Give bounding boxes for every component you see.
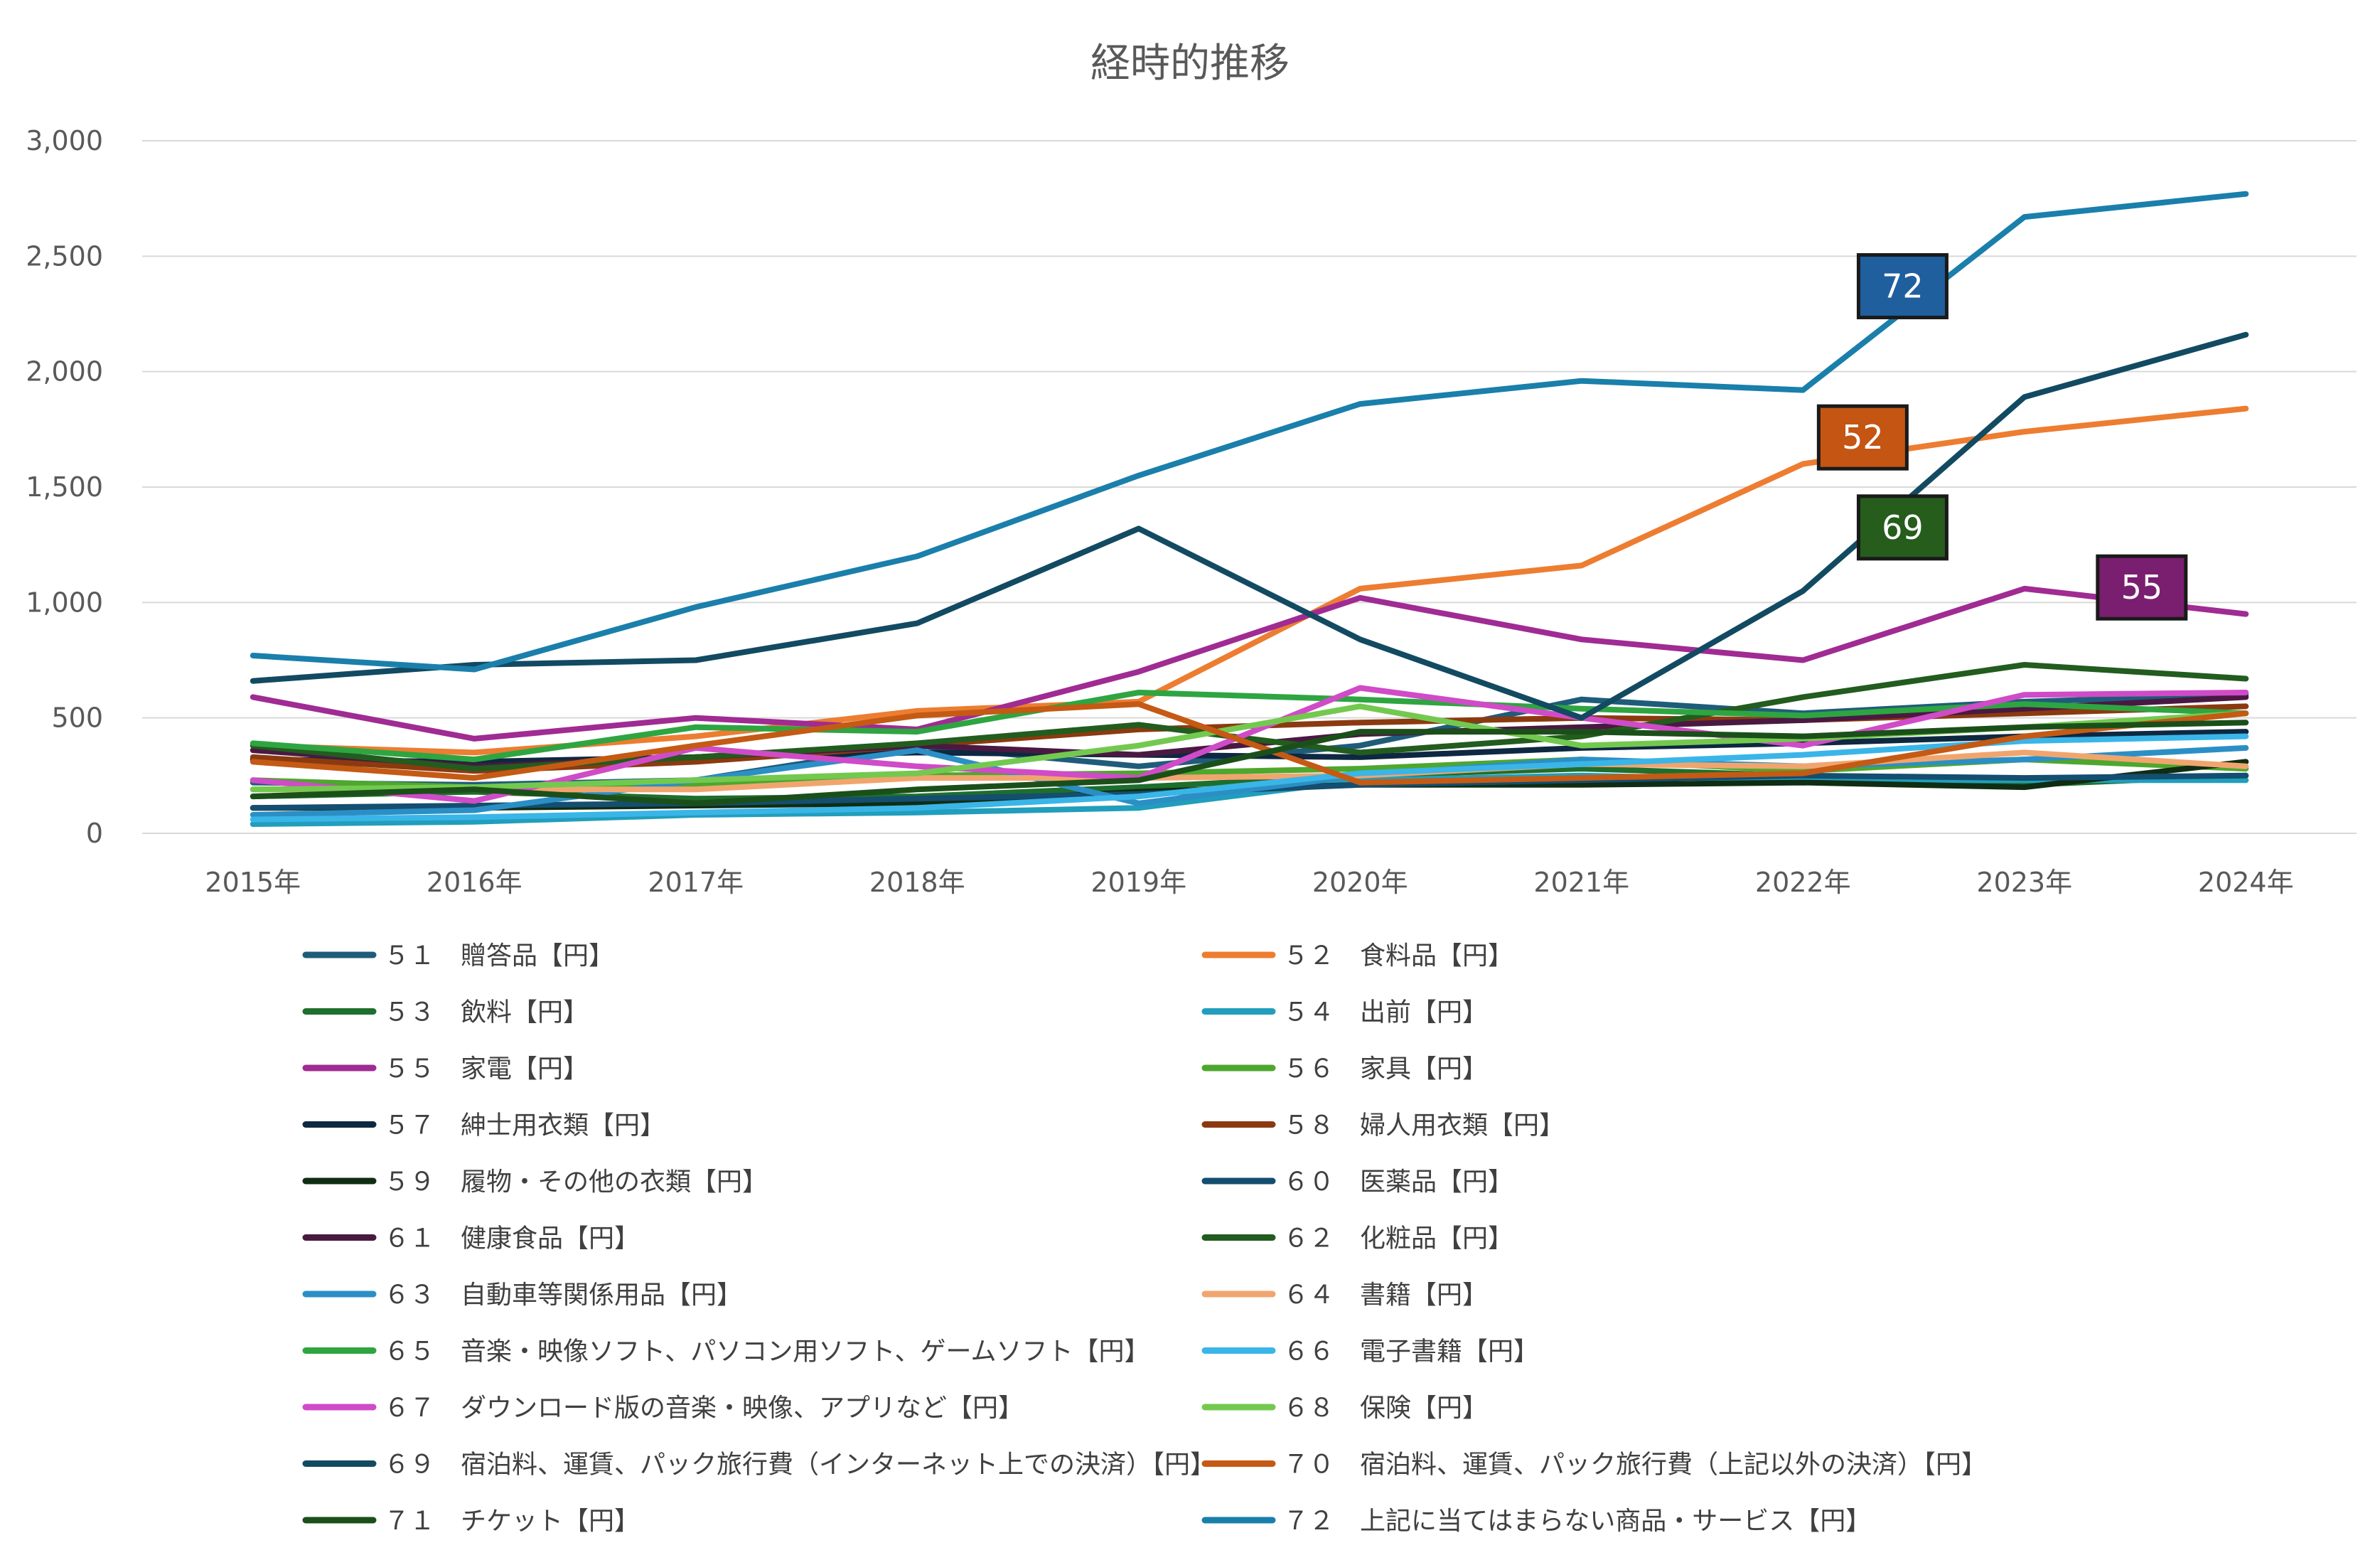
callout-label: 55 <box>2121 568 2163 606</box>
y-tick-label: 1,500 <box>26 471 103 503</box>
legend-label: ５６ 家具【円】 <box>1283 1054 1488 1084</box>
callout-box <box>1856 494 1949 561</box>
legend-label: ７１ チケット【円】 <box>384 1507 640 1536</box>
y-tick-label: 500 <box>51 702 103 734</box>
legend-label: ７０ 宿泊料、運賃、パック旅行費（上記以外の決済）【円】 <box>1283 1450 1987 1480</box>
callout-box <box>2096 554 2188 621</box>
series-line-54 <box>250 772 2249 827</box>
callout-52: 52 <box>1816 404 1909 471</box>
legend-label: ６５ 音楽・映像ソフト、パソコン用ソフト、ゲームソフト【円】 <box>384 1337 1149 1367</box>
legend-label: ６３ 自動車等関係用品【円】 <box>384 1281 742 1310</box>
x-tick-label: 2020年 <box>1312 867 1408 898</box>
legend-label: ５５ 家電【円】 <box>384 1054 589 1084</box>
x-tick-label: 2017年 <box>648 867 744 898</box>
legend-item-56: ５６ 家具【円】 <box>1201 1054 1488 1084</box>
legend-item-51: ５１ 贈答品【円】 <box>302 941 614 971</box>
x-tick-label: 2022年 <box>1755 867 1851 898</box>
y-axis-ticks: 0 500 1,000 1,500 2,000 2,500 3,000 <box>26 125 103 849</box>
legend-label: ５２ 食料品【円】 <box>1283 941 1513 971</box>
legend-item-60: ６０ 医薬品【円】 <box>1201 1167 1513 1197</box>
legend-label: ６４ 書籍【円】 <box>1283 1281 1488 1310</box>
gridlines <box>142 140 2357 834</box>
callout-label: 52 <box>1842 418 1884 456</box>
legend-item-69: ６９ 宿泊料、運賃、パック旅行費（インターネット上での決済）【円】 <box>302 1450 1216 1480</box>
legend-item-59: ５９ 履物・その他の衣類【円】 <box>302 1167 768 1197</box>
legend-item-64: ６４ 書籍【円】 <box>1201 1281 1488 1310</box>
series-callouts: 72 52 69 55 <box>1816 253 2188 621</box>
legend-item-55: ５５ 家電【円】 <box>302 1054 589 1084</box>
x-tick-label: 2016年 <box>427 867 522 898</box>
callout-box <box>1856 253 1949 320</box>
legend-label: ６６ 電子書籍【円】 <box>1283 1337 1539 1367</box>
legend-label: ５８ 婦人用衣類【円】 <box>1283 1111 1565 1140</box>
legend-label: ６９ 宿泊料、運賃、パック旅行費（インターネット上での決済）【円】 <box>384 1450 1216 1480</box>
series-line-67 <box>250 685 2249 804</box>
series-line-65 <box>250 690 2249 763</box>
callout-69: 69 <box>1856 494 1949 561</box>
callout-72: 72 <box>1856 253 1949 320</box>
series-lines <box>250 191 2249 827</box>
series-line-71 <box>250 720 2249 806</box>
legend-label: ６８ 保険【円】 <box>1283 1394 1488 1423</box>
legend-label: ５１ 贈答品【円】 <box>384 941 614 971</box>
x-tick-label: 2023年 <box>1976 867 2072 898</box>
series-line-66 <box>250 733 2249 823</box>
x-axis-ticks: 2015年 2016年 2017年 2018年 2019年 2020年 2021年 2022年… <box>205 867 2293 898</box>
legend: ５１ 贈答品【円】 ５２ 食料品【円】 ５３ 飲料【円】 ５４ 出前【円】 ５５ 家電【… <box>302 941 1987 1536</box>
x-tick-label: 2024年 <box>2198 867 2294 898</box>
legend-label: ６２ 化粧品【円】 <box>1283 1224 1513 1254</box>
legend-item-71: ７１ チケット【円】 <box>302 1507 640 1536</box>
legend-label: ５３ 飲料【円】 <box>384 998 589 1027</box>
legend-item-61: ６１ 健康食品【円】 <box>302 1224 640 1254</box>
legend-item-52: ５２ 食料品【円】 <box>1201 941 1513 971</box>
legend-label: ５７ 紳士用衣類【円】 <box>384 1111 665 1140</box>
series-line-70 <box>250 701 2249 786</box>
series-line-69 <box>250 331 2249 721</box>
legend-item-70: ７０ 宿泊料、運賃、パック旅行費（上記以外の決済）【円】 <box>1201 1450 1987 1480</box>
legend-label: ６７ ダウンロード版の音楽・映像、アプリなど【円】 <box>384 1394 1024 1423</box>
y-tick-label: 2,000 <box>26 356 103 388</box>
y-tick-label: 1,000 <box>26 587 103 618</box>
x-tick-label: 2019年 <box>1090 867 1186 898</box>
legend-item-65: ６５ 音楽・映像ソフト、パソコン用ソフト、ゲームソフト【円】 <box>302 1337 1149 1367</box>
legend-label: ６１ 健康食品【円】 <box>384 1224 640 1254</box>
legend-label: ５９ 履物・その他の衣類【円】 <box>384 1167 768 1197</box>
legend-item-54: ５４ 出前【円】 <box>1201 998 1488 1027</box>
y-tick-label: 3,000 <box>26 125 103 156</box>
legend-label: ５４ 出前【円】 <box>1283 998 1488 1027</box>
x-tick-label: 2018年 <box>869 867 965 898</box>
legend-item-53: ５３ 飲料【円】 <box>302 998 589 1027</box>
y-tick-label: 2,500 <box>26 240 103 272</box>
y-tick-label: 0 <box>86 818 103 849</box>
legend-label: ６０ 医薬品【円】 <box>1283 1167 1513 1197</box>
legend-item-66: ６６ 電子書籍【円】 <box>1201 1337 1539 1367</box>
legend-item-72: ７２ 上記に当てはまらない商品・サービス【円】 <box>1201 1507 1871 1536</box>
chart-title: 経時的推移 <box>1090 41 1290 87</box>
legend-item-63: ６３ 自動車等関係用品【円】 <box>302 1281 742 1310</box>
callout-box <box>1816 404 1909 471</box>
series-line-64 <box>250 749 2249 793</box>
legend-label: ７２ 上記に当てはまらない商品・サービス【円】 <box>1283 1507 1871 1536</box>
x-tick-label: 2021年 <box>1533 867 1629 898</box>
legend-item-67: ６７ ダウンロード版の音楽・映像、アプリなど【円】 <box>302 1394 1024 1423</box>
callout-label: 72 <box>1882 267 1924 306</box>
callout-label: 69 <box>1882 508 1924 547</box>
legend-item-62: ６２ 化粧品【円】 <box>1201 1224 1513 1254</box>
series-line-55 <box>250 585 2249 742</box>
legend-item-58: ５８ 婦人用衣類【円】 <box>1201 1111 1565 1140</box>
legend-item-57: ５７ 紳士用衣類【円】 <box>302 1111 665 1140</box>
callout-55: 55 <box>2096 554 2188 621</box>
legend-item-68: ６８ 保険【円】 <box>1201 1394 1488 1423</box>
x-tick-label: 2015年 <box>205 867 301 898</box>
